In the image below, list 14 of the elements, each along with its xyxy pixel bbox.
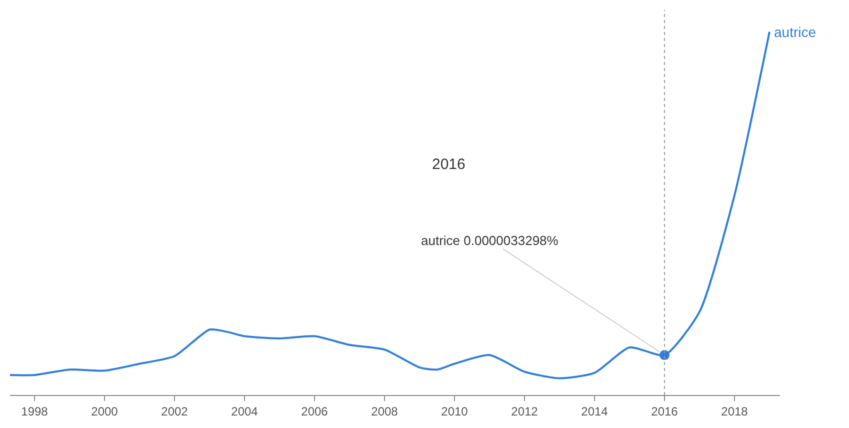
x-tick-label: 2002 — [161, 404, 188, 418]
series-label: autrice — [774, 24, 816, 40]
annotation: 2016 — [432, 156, 466, 173]
x-tick-label: 2014 — [581, 404, 608, 418]
x-tick-label: 2008 — [371, 404, 398, 418]
x-tick-label: 2000 — [91, 404, 118, 418]
x-tick-label: 2012 — [511, 404, 538, 418]
x-tick-label: 2016 — [651, 404, 678, 418]
x-tick-label: 2018 — [721, 404, 748, 418]
x-tick-label: 2004 — [231, 404, 258, 418]
x-tick-label: 1998 — [21, 404, 48, 418]
x-tick-label: 2010 — [441, 404, 468, 418]
annotation: autrice 0.0000033298% — [421, 233, 559, 248]
x-tick-label: 2006 — [301, 404, 328, 418]
